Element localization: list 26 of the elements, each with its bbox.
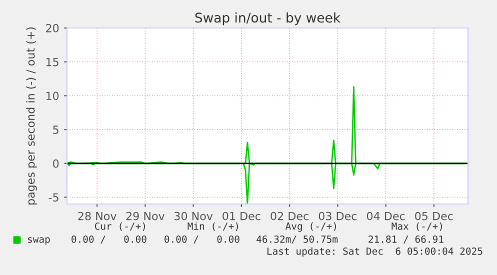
y-tick-label: 20 [46, 24, 59, 32]
text: Cur (-/+) [94, 222, 145, 231]
y-tick-label: 5 [53, 126, 58, 134]
x-tick-label: 05 Dec [415, 212, 453, 220]
y-tick-label: -5 [48, 193, 58, 202]
y-tick-label: 15 [46, 58, 58, 66]
x-tick-label: 04 Dec [366, 212, 405, 220]
text: 0.00 / 0.00 [164, 235, 240, 244]
y-tick-label: 0 [53, 159, 59, 168]
x-tick-label: 28 Nov [78, 212, 116, 220]
legend-label: swap [28, 237, 50, 245]
chart-title: Swap in/out - by week [195, 12, 341, 26]
text: Min (-/+) [188, 222, 238, 231]
text: Avg (-/+) [286, 222, 336, 232]
text: 46.32m/ 50.75m [256, 235, 338, 244]
text: 0.00 / 0.00 [72, 235, 146, 244]
x-tick-label: 30 Nov [174, 212, 213, 220]
y-axis-title: pages per second in (-) / out (+) [26, 27, 37, 205]
text: Last update: Sat Dec 6 05:00:04 2025 [267, 247, 482, 257]
x-tick-label: 29 Nov [126, 212, 165, 220]
text: Max (-/+) [392, 222, 442, 231]
text: 21.81 / 66.91 [368, 235, 444, 244]
x-tick-label: 03 Dec [318, 212, 357, 220]
x-tick-label: 01 Dec [222, 212, 260, 220]
x-tick-label: 02 Dec [270, 212, 308, 220]
y-tick-label: 10 [46, 92, 59, 100]
